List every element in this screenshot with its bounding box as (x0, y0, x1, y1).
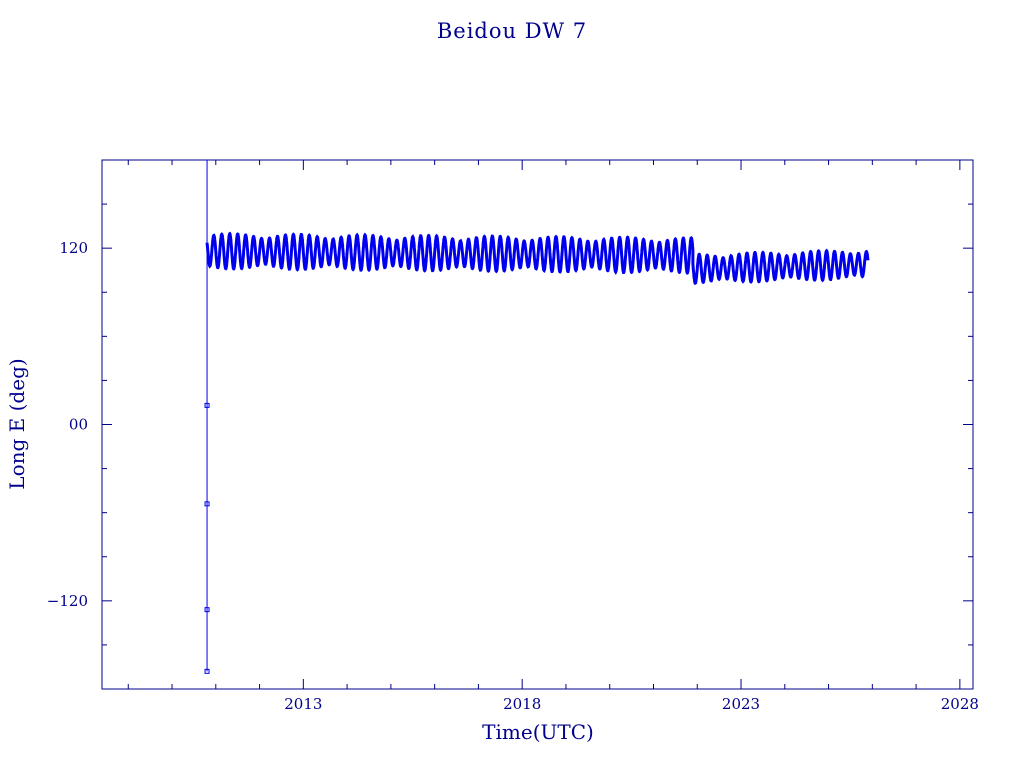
y-tick-label: 00 (69, 416, 88, 434)
x-axis-label: Time(UTC) (482, 720, 594, 744)
x-tick-label: 2018 (503, 695, 541, 713)
x-tick-label: 2023 (722, 695, 760, 713)
data-point (204, 402, 210, 408)
data-point (204, 607, 210, 613)
y-tick-label: −120 (47, 592, 88, 610)
axes-frame (101, 159, 974, 690)
plot-border (101, 159, 974, 690)
longitude-band (205, 231, 870, 285)
axis-tick-labels: 2013 2018 2023 2028 −120 00 120 (47, 239, 979, 713)
data-point (204, 668, 210, 674)
axis-ticks (102, 160, 973, 689)
y-tick-label: 120 (59, 239, 88, 257)
data-marks (204, 160, 870, 674)
y-axis-label: Long E (deg) (5, 358, 29, 489)
chart-title: Beidou DW 7 (437, 19, 587, 43)
data-point (204, 501, 210, 507)
x-tick-label: 2028 (941, 695, 979, 713)
x-tick-label: 2013 (284, 695, 322, 713)
